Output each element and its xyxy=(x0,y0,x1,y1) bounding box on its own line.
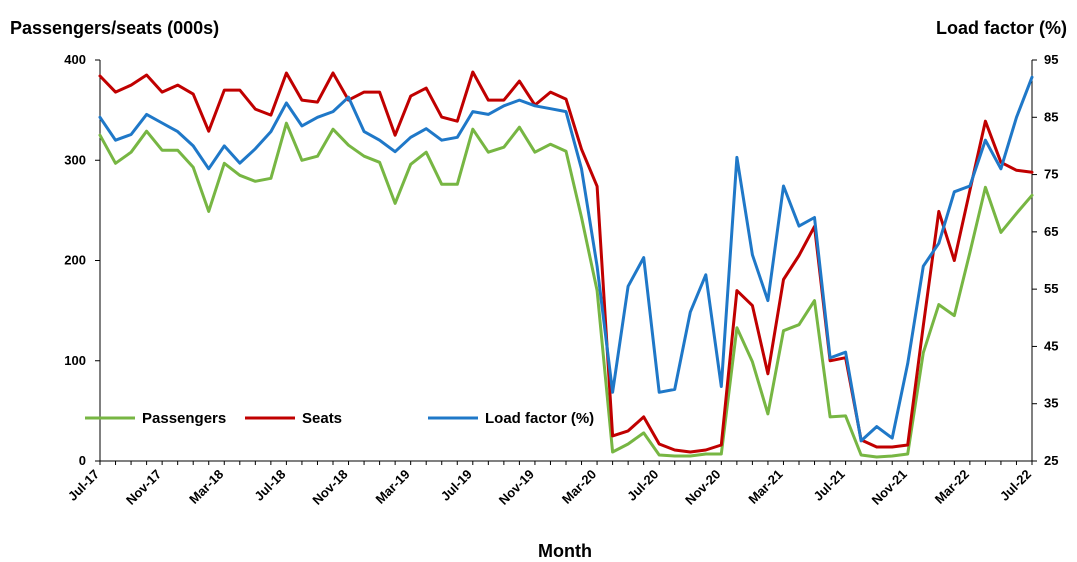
passengers-line xyxy=(98,121,1034,459)
x-axis-title: Month xyxy=(538,541,592,561)
x-tick-label: Jul-19 xyxy=(438,467,475,504)
y2-axis-title: Load factor (%) xyxy=(936,18,1067,38)
legend-label-passengers: Passengers xyxy=(142,410,226,427)
plot-area: 0 100 200 300 400 25 35 45 55 65 75 85 95 Jul-17 Nov-1… xyxy=(64,52,1058,508)
y-tick-label: 100 xyxy=(64,353,86,368)
x-tick-label: Mar-18 xyxy=(186,467,226,507)
x-tick-label: Mar-20 xyxy=(559,467,599,507)
y2-tick-label: 65 xyxy=(1044,224,1058,239)
y2-tick-label: 75 xyxy=(1044,167,1058,182)
x-tick-label: Nov-19 xyxy=(496,467,537,508)
x-tick-label: Nov-18 xyxy=(309,467,350,508)
y-tick-label: 0 xyxy=(79,453,86,468)
y-tick-label: 400 xyxy=(64,52,86,67)
y2-tick-label: 95 xyxy=(1044,52,1058,67)
legend-label-load-factor: Load factor (%) xyxy=(485,410,594,427)
legend-label-seats: Seats xyxy=(302,410,342,427)
x-tick-label: Mar-22 xyxy=(932,467,972,507)
x-tick-label: Jul-17 xyxy=(65,467,102,504)
x-tick-label: Jul-21 xyxy=(811,467,848,504)
x-tick-label: Nov-17 xyxy=(123,467,164,508)
x-tick-label: Nov-21 xyxy=(869,467,910,508)
legend: Passengers Seats Load factor (%) xyxy=(85,410,594,427)
y2-tick-label: 45 xyxy=(1044,338,1058,353)
x-tick-label: Jul-22 xyxy=(997,467,1034,504)
y-axis-title: Passengers/seats (000s) xyxy=(10,18,219,38)
y-tick-label: 200 xyxy=(64,253,86,268)
y2-tick-label: 55 xyxy=(1044,281,1058,296)
y2-tick-label: 35 xyxy=(1044,396,1058,411)
seats-line xyxy=(98,70,1034,454)
x-tick-label: Jul-18 xyxy=(251,467,288,504)
x-tick-label: Jul-20 xyxy=(624,467,661,504)
x-tick-label: Nov-20 xyxy=(682,467,723,508)
load-factor-line xyxy=(98,75,1034,443)
x-tick-label: Mar-21 xyxy=(745,467,785,507)
y2-tick-label: 85 xyxy=(1044,109,1058,124)
y-tick-label: 300 xyxy=(64,152,86,167)
y2-tick-label: 25 xyxy=(1044,453,1058,468)
x-tick-label: Mar-19 xyxy=(373,467,413,507)
